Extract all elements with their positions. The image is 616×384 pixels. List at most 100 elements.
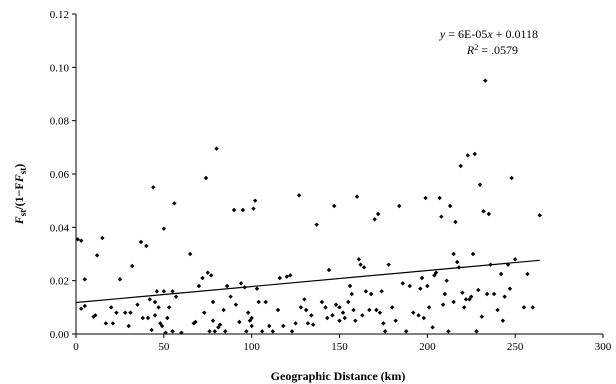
data-point <box>481 209 486 214</box>
data-point <box>507 286 513 291</box>
data-point <box>93 313 98 318</box>
data-point <box>460 290 465 295</box>
data-point <box>400 281 405 286</box>
data-point <box>470 251 476 257</box>
x-tick-label: 150 <box>331 341 348 353</box>
data-point <box>288 273 293 278</box>
data-point <box>330 313 335 318</box>
data-point <box>298 305 304 310</box>
data-point <box>372 217 377 222</box>
y-tick-label: 0.12 <box>50 9 69 21</box>
data-point <box>447 203 453 209</box>
data-point <box>223 329 228 334</box>
data-point <box>303 307 309 313</box>
data-point <box>117 277 123 282</box>
data-point <box>228 294 233 299</box>
data-point <box>249 323 254 329</box>
data-point <box>100 235 105 241</box>
data-point <box>210 299 216 305</box>
data-point <box>154 289 160 294</box>
data-point <box>442 291 448 297</box>
data-point <box>333 302 339 307</box>
data-point <box>281 323 286 329</box>
data-point <box>138 239 144 245</box>
data-point <box>221 307 226 313</box>
data-point <box>212 329 217 334</box>
data-point <box>358 262 363 267</box>
data-point <box>502 294 507 299</box>
data-point <box>356 257 362 262</box>
data-point <box>397 203 402 209</box>
data-point <box>342 315 347 321</box>
data-point <box>363 289 369 294</box>
data-point <box>238 281 244 286</box>
data-point <box>170 329 175 334</box>
data-point <box>152 313 158 318</box>
data-point <box>245 310 251 315</box>
data-point <box>145 315 151 321</box>
data-point <box>205 270 210 275</box>
data-point <box>140 315 145 321</box>
data-point <box>187 251 193 257</box>
data-point <box>404 329 409 334</box>
data-point <box>453 219 458 225</box>
data-point <box>158 321 163 326</box>
data-point <box>310 322 316 327</box>
data-point <box>486 211 492 217</box>
x-axis-ticks: 0 50 100 150 200 250 300 <box>73 334 612 353</box>
data-point <box>161 226 167 231</box>
data-point <box>166 305 172 310</box>
x-tick-label: 200 <box>419 341 436 353</box>
data-point <box>309 313 314 318</box>
trend-line <box>75 259 540 304</box>
data-point <box>122 310 128 315</box>
trendline-r-squared: R2 = .0579 <box>466 43 518 58</box>
x-axis-title: Geographic Distance (km) <box>271 369 406 383</box>
data-point <box>126 323 131 329</box>
data-point <box>476 287 481 293</box>
data-point <box>284 274 289 279</box>
data-point <box>231 207 237 213</box>
y-tick-label: 0.08 <box>50 116 70 128</box>
data-point <box>79 238 84 243</box>
data-point <box>152 299 158 305</box>
data-point <box>421 315 427 321</box>
data-point <box>525 271 530 277</box>
data-point <box>302 297 307 302</box>
data-point <box>382 329 388 334</box>
data-point <box>381 321 386 326</box>
data-point <box>495 307 500 313</box>
data-point <box>75 237 80 242</box>
data-point <box>407 283 412 289</box>
y-axis-title: Fst/(1−FFst) <box>12 164 28 226</box>
data-point <box>367 307 372 313</box>
y-tick-label: 0.00 <box>50 329 70 341</box>
data-point <box>474 329 479 334</box>
data-point <box>454 259 460 265</box>
data-point <box>296 193 302 198</box>
data-point <box>209 273 214 278</box>
data-point <box>275 307 281 313</box>
data-point <box>479 314 484 319</box>
data-point <box>267 323 272 329</box>
data-point <box>521 305 527 310</box>
y-tick-label: 0.04 <box>50 222 70 234</box>
x-tick-label: 0 <box>73 341 79 353</box>
data-point <box>361 265 367 270</box>
data-point <box>82 303 87 309</box>
data-point <box>326 267 332 273</box>
data-point <box>247 318 253 323</box>
data-point <box>491 291 497 297</box>
data-point <box>433 270 439 275</box>
data-point <box>469 294 474 299</box>
data-point <box>214 146 219 151</box>
data-point <box>323 305 328 310</box>
data-point <box>368 291 374 297</box>
data-point <box>377 310 383 315</box>
y-tick-label: 0.10 <box>50 62 70 74</box>
data-point <box>319 299 325 305</box>
x-tick-label: 300 <box>595 341 612 353</box>
data-point <box>233 302 239 307</box>
data-point <box>467 297 472 302</box>
